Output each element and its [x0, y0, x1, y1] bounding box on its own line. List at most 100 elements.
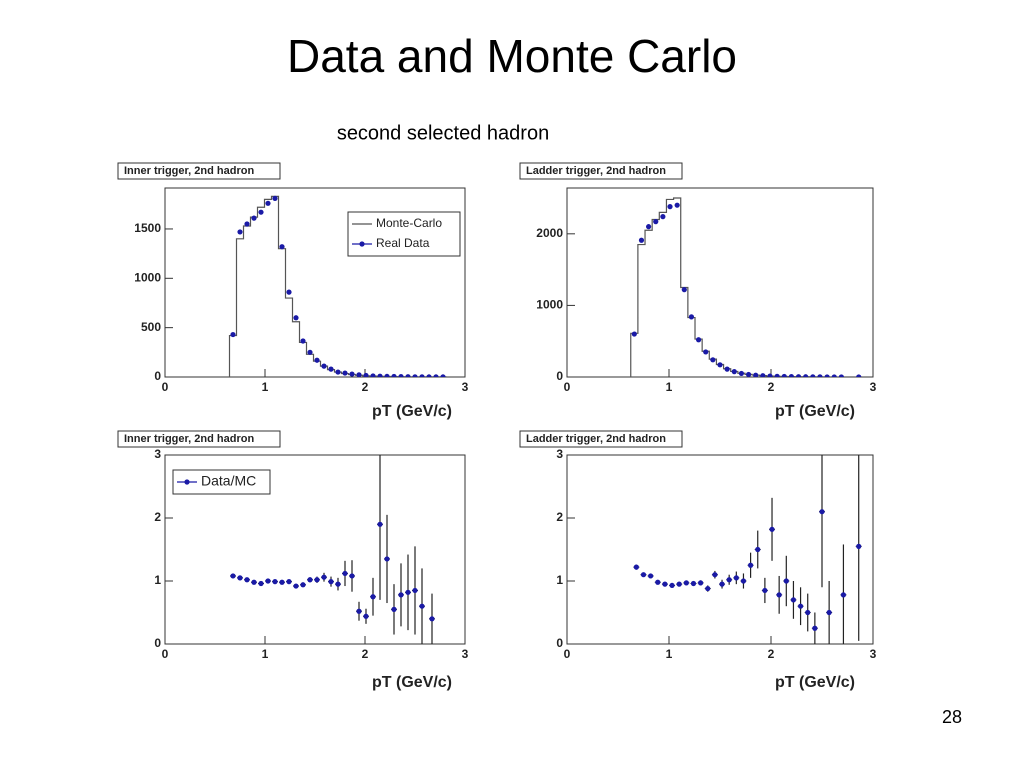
data-point: [429, 616, 435, 622]
data-point: [631, 331, 637, 337]
data-point: [405, 374, 411, 377]
data-point: [279, 579, 285, 585]
data-point: [370, 594, 376, 600]
data-point: [738, 370, 745, 377]
data-point: [251, 215, 257, 221]
y-tick-label: 3: [154, 447, 161, 461]
data-point: [293, 583, 299, 589]
panel-label: Ladder trigger, 2nd hadron: [526, 165, 666, 177]
data-point: [398, 374, 404, 377]
data-point: [293, 315, 299, 321]
data-point: [412, 587, 418, 594]
data-point: [662, 581, 668, 587]
x-axis-label: pT (GeV/c): [775, 403, 855, 420]
data-point: [840, 592, 847, 598]
data-point: [335, 581, 341, 587]
data-point: [762, 587, 768, 594]
data-point: [328, 366, 334, 372]
data-point: [674, 202, 680, 208]
data-point: [774, 373, 780, 377]
data-point: [244, 577, 250, 583]
data-point: [805, 609, 811, 616]
x-tick-label: 1: [262, 647, 269, 661]
data-point: [244, 221, 250, 227]
data-point: [788, 374, 794, 377]
panel-label: Inner trigger, 2nd hadron: [124, 433, 254, 445]
data-point: [810, 374, 816, 377]
data-point: [731, 369, 737, 375]
data-point: [856, 543, 862, 549]
data-point: [669, 582, 675, 589]
data-point: [831, 374, 837, 377]
data-point: [733, 575, 739, 581]
data-point: [717, 362, 723, 368]
data-point: [824, 374, 830, 377]
data-point: [712, 572, 718, 578]
data-point: [349, 371, 355, 377]
data-point: [286, 289, 292, 295]
data-point: [795, 374, 802, 377]
data-point: [377, 521, 383, 527]
x-tick-label: 0: [162, 647, 169, 661]
data-point: [681, 287, 687, 293]
data-point: [726, 577, 732, 583]
data-point: [819, 509, 825, 515]
data-point: [705, 585, 711, 592]
x-axis-label: pT (GeV/c): [372, 403, 452, 420]
plot-area: [633, 455, 881, 644]
x-axis-label: pT (GeV/c): [775, 674, 855, 691]
x-tick-label: 0: [162, 380, 169, 394]
data-point: [790, 597, 797, 603]
data-point: [342, 370, 348, 376]
x-tick-label: 0: [564, 380, 571, 394]
data-point: [356, 608, 362, 614]
data-point: [314, 577, 320, 583]
data-point: [391, 606, 397, 612]
data-point: [695, 337, 702, 343]
data-point: [648, 573, 654, 579]
y-tick-label: 1: [154, 573, 161, 587]
data-point: [781, 373, 787, 377]
panel-label: Ladder trigger, 2nd hadron: [526, 433, 666, 445]
data-point: [676, 581, 682, 587]
data-point: [258, 580, 264, 587]
data-point: [230, 331, 236, 338]
panel-label-box: [117, 430, 281, 448]
x-tick-label: 2: [362, 380, 369, 394]
data-point: [753, 372, 759, 377]
plot-area: [228, 195, 447, 377]
slide-title: Data and Monte Carlo: [287, 30, 737, 82]
data-point: [237, 229, 243, 235]
data-point: [767, 373, 773, 377]
legend-box: [347, 211, 461, 257]
panel-label: Inner trigger, 2nd hadron: [124, 165, 254, 177]
data-point: [856, 374, 862, 377]
data-point: [703, 349, 709, 355]
data-point: [356, 372, 362, 377]
y-tick-label: 1500: [134, 221, 161, 235]
data-point: [812, 625, 818, 631]
legend-marker: [359, 241, 365, 247]
data-point: [251, 579, 257, 585]
data-point: [748, 562, 754, 568]
x-tick-label: 1: [262, 380, 269, 394]
data-point: [760, 373, 766, 377]
data-point: [384, 373, 390, 377]
data-point: [419, 603, 425, 609]
data-point: [307, 349, 313, 355]
data-point: [377, 373, 383, 377]
data-point: [279, 244, 285, 250]
data-point: [817, 374, 823, 377]
plot-area: [230, 455, 435, 644]
x-tick-label: 2: [768, 380, 775, 394]
panel-label-box: [117, 162, 281, 180]
data-point: [363, 613, 369, 619]
legend-label: Data/MC: [201, 473, 256, 489]
data-point: [876, 577, 881, 582]
plot-frame: [566, 454, 874, 645]
y-tick-label: 2: [154, 510, 161, 524]
y-tick-label: 0: [154, 636, 161, 650]
data-point: [391, 373, 397, 377]
data-point: [783, 578, 789, 584]
data-point: [300, 582, 306, 588]
